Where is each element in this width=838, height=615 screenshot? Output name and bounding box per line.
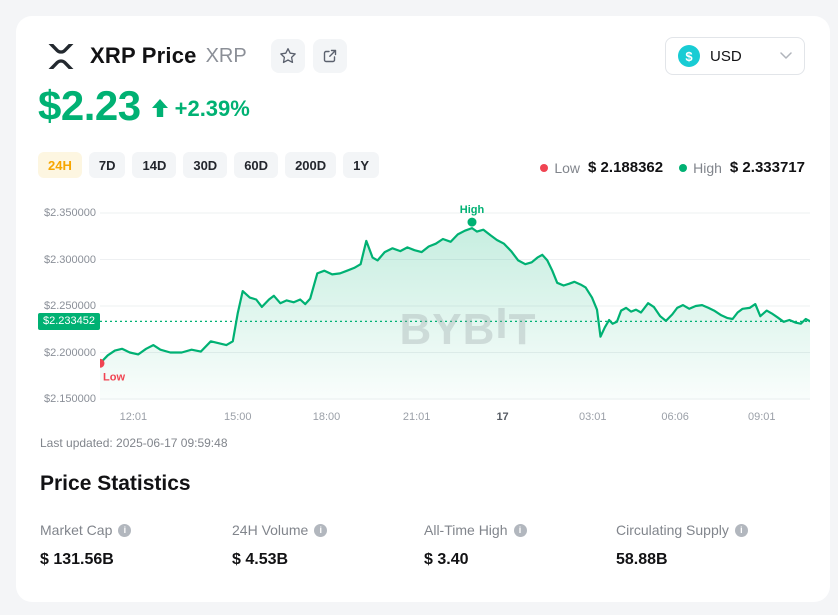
- range-tab-60d[interactable]: 60D: [234, 152, 279, 178]
- currency-select[interactable]: $ USD: [665, 37, 805, 75]
- price-statistics-row: Market Cap i $ 131.56B 24H Volume i $ 4.53B Al…: [40, 522, 808, 569]
- svg-text:Low: Low: [103, 371, 125, 383]
- y-tick: $2.350000: [44, 207, 96, 219]
- price-card: XRP Price XRP $ USD $2.23 +2.39%: [16, 16, 830, 602]
- stat-value: $ 4.53B: [232, 551, 289, 568]
- chart-canvas[interactable]: High Low: [100, 200, 810, 405]
- currency-selected-value: USD: [710, 47, 742, 65]
- dollar-coin-icon: $: [678, 45, 700, 67]
- x-tick: 21:01: [402, 411, 431, 423]
- price-statistics-title: Price Statistics: [40, 472, 191, 495]
- y-tick: $2.300000: [44, 253, 96, 266]
- high-label: High: [693, 159, 722, 176]
- high-value: $ 2.333717: [729, 159, 805, 176]
- stat-all-time-high: All-Time High i $ 3.40: [424, 522, 616, 569]
- x-tick: 06:06: [661, 411, 689, 423]
- info-icon[interactable]: i: [734, 523, 748, 537]
- chevron-down-icon: [780, 52, 792, 59]
- current-price-badge: $2.233452: [38, 312, 100, 330]
- info-icon[interactable]: i: [314, 523, 328, 537]
- x-tick: 15:00: [223, 411, 252, 423]
- favorite-button[interactable]: [270, 39, 305, 73]
- low-label: Low: [554, 159, 581, 176]
- share-button[interactable]: [312, 39, 347, 73]
- price-series: [100, 227, 810, 400]
- range-tabs: 24H 7D 14D 30D 60D 200D 1Y: [38, 152, 386, 178]
- stat-value: $ 131.56B: [40, 551, 114, 568]
- stat-value: $ 3.40: [424, 551, 469, 568]
- price-change: +2.39%: [174, 96, 250, 121]
- xrp-logo-icon: [48, 43, 74, 69]
- high-low-markers: High Low: [100, 204, 484, 383]
- price-chart[interactable]: $2.350000 $2.300000 $2.250000 $2.200000 $2.1…: [16, 195, 830, 445]
- stat-value: 58.88B: [616, 551, 668, 568]
- high-dot-icon: [679, 163, 688, 172]
- info-icon[interactable]: i: [513, 523, 527, 537]
- stat-label: Market Cap: [40, 522, 113, 538]
- header: XRP Price XRP $ USD: [40, 36, 805, 76]
- current-price-row: $2.23 +2.39%: [38, 82, 250, 130]
- range-tab-7d[interactable]: 7D: [88, 152, 126, 178]
- x-tick: 12:01: [119, 411, 148, 423]
- info-icon[interactable]: i: [118, 523, 132, 537]
- price-value: $2.23: [38, 82, 141, 129]
- bybit-watermark: BYBIT: [399, 299, 537, 354]
- low-value: $ 2.188362: [588, 159, 664, 176]
- y-tick: $2.250000: [44, 300, 96, 312]
- x-tick: 17: [496, 411, 509, 423]
- external-link-icon: [323, 49, 336, 63]
- range-tab-200d[interactable]: 200D: [285, 152, 337, 178]
- stat-24h-volume: 24H Volume i $ 4.53B: [232, 522, 424, 569]
- y-tick: $2.200000: [44, 346, 96, 359]
- x-tick: 03:01: [578, 411, 607, 423]
- coin-symbol: XRP: [205, 44, 247, 67]
- stat-label: 24H Volume: [232, 522, 309, 538]
- stat-label: Circulating Supply: [616, 522, 729, 538]
- range-tab-24h[interactable]: 24H: [38, 152, 82, 178]
- low-dot-icon: [540, 163, 549, 172]
- svg-text:High: High: [460, 204, 485, 216]
- stat-market-cap: Market Cap i $ 131.56B: [40, 522, 232, 569]
- range-tab-30d[interactable]: 30D: [183, 152, 228, 178]
- y-tick: $2.150000: [44, 393, 96, 405]
- range-tab-14d[interactable]: 14D: [132, 152, 177, 178]
- x-tick: 18:00: [312, 411, 341, 423]
- low-high-legend: Low $ 2.188362 High $ 2.333717: [540, 159, 805, 176]
- arrow-up-icon: [151, 99, 168, 117]
- range-tab-1y[interactable]: 1Y: [343, 152, 380, 178]
- star-icon: [279, 48, 296, 64]
- page-title: XRP Price: [90, 43, 197, 68]
- last-updated-text: Last updated: 2025-06-17 09:59:48: [40, 436, 228, 450]
- stat-circulating-supply: Circulating Supply i 58.88B: [616, 522, 808, 569]
- x-tick: 09:01: [747, 411, 776, 423]
- stat-label: All-Time High: [424, 522, 508, 538]
